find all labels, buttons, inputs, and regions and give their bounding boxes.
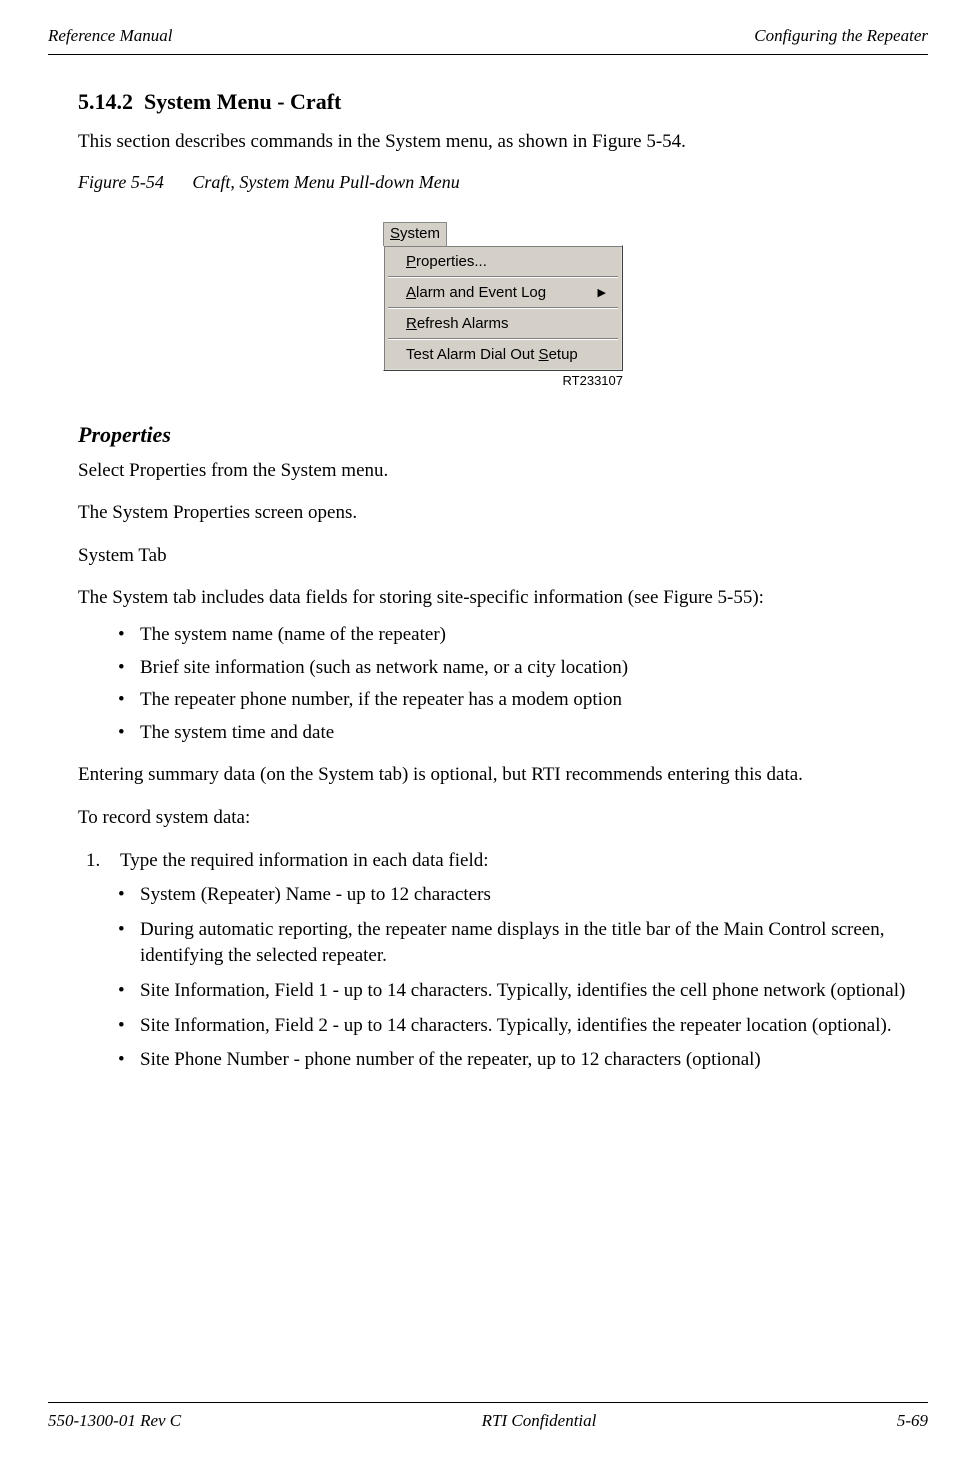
figure-label: Figure 5-54 — [78, 172, 164, 192]
menu-accel: S — [539, 346, 549, 363]
footer-left: 550-1300-01 Rev C — [48, 1411, 181, 1431]
section-title-text: System Menu - Craft — [144, 89, 341, 114]
bullet-item: System (Repeater) Name - up to 12 charac… — [118, 882, 928, 909]
menu-title-rest: ystem — [400, 225, 440, 242]
footer-right: 5-69 — [897, 1411, 928, 1431]
bullet-item: The system time and date — [118, 720, 928, 747]
submenu-arrow-icon: ▶ — [598, 286, 606, 299]
figure-ref: RT233107 — [383, 373, 623, 388]
figure-caption: Figure 5-54 Craft, System Menu Pull-down… — [78, 172, 928, 193]
header-left: Reference Manual — [48, 26, 172, 46]
prop-p1: Select Properties from the System menu. — [78, 458, 928, 485]
bullet-item: Site Information, Field 1 - up to 14 cha… — [118, 978, 928, 1005]
section-number: 5.14.2 — [78, 89, 133, 114]
menu-item-label: efresh Alarms — [417, 315, 509, 332]
figure-image: System Properties... Alarm and Event Log… — [78, 221, 928, 388]
properties-heading: Properties — [78, 422, 928, 448]
menu-separator — [388, 307, 618, 309]
step-1-bullets: System (Repeater) Name - up to 12 charac… — [78, 882, 928, 1074]
footer-center: RTI Confidential — [482, 1411, 597, 1431]
bullet-item: During automatic reporting, the repeater… — [118, 917, 928, 970]
header-right: Configuring the Repeater — [754, 26, 928, 46]
bottom-rule — [48, 1402, 928, 1403]
menu-accel: A — [406, 284, 416, 301]
menu-separator — [388, 276, 618, 278]
bullet-item: Site Information, Field 2 - up to 14 cha… — [118, 1013, 928, 1040]
menu-accel: P — [406, 253, 416, 270]
feature-bullets: The system name (name of the repeater) B… — [78, 622, 928, 746]
menu-item-alarm-log[interactable]: Alarm and Event Log ▶ — [386, 279, 620, 306]
menu-item-properties[interactable]: Properties... — [386, 248, 620, 275]
menu-item-test-alarm[interactable]: Test Alarm Dial Out Setup — [386, 341, 620, 368]
page-footer: 550-1300-01 Rev C RTI Confidential 5-69 — [48, 1402, 928, 1431]
bullet-item: Site Phone Number - phone number of the … — [118, 1047, 928, 1074]
prop-p5: Entering summary data (on the System tab… — [78, 762, 928, 789]
step-1-text: Type the required information in each da… — [120, 850, 489, 871]
section-heading: 5.14.2 System Menu - Craft — [78, 89, 928, 115]
bullet-item: The system name (name of the repeater) — [118, 622, 928, 649]
figure-caption-text: Craft, System Menu Pull-down Menu — [192, 172, 459, 192]
bullet-item: Brief site information (such as network … — [118, 655, 928, 682]
step-1: 1.Type the required information in each … — [78, 848, 928, 875]
menu-item-refresh-alarms[interactable]: Refresh Alarms — [386, 310, 620, 337]
menu-item-label: roperties... — [416, 253, 487, 270]
menu-separator — [388, 338, 618, 340]
section-intro: This section describes commands in the S… — [78, 129, 928, 156]
prop-p6: To record system data: — [78, 805, 928, 832]
menu-item-label-b: etup — [549, 346, 578, 363]
bullet-item: The repeater phone number, if the repeat… — [118, 687, 928, 714]
prop-p4: The System tab includes data fields for … — [78, 585, 928, 612]
top-rule — [48, 54, 928, 55]
menu-title-accel: S — [390, 225, 400, 242]
menu-item-label-a: Test Alarm Dial Out — [406, 346, 539, 363]
menu-accel: R — [406, 315, 417, 332]
menu-title[interactable]: System — [383, 222, 447, 246]
menu-dropdown: Properties... Alarm and Event Log ▶ Refr… — [383, 245, 623, 371]
prop-p3: System Tab — [78, 543, 928, 570]
menu-item-label: larm and Event Log — [416, 284, 546, 301]
prop-p2: The System Properties screen opens. — [78, 500, 928, 527]
